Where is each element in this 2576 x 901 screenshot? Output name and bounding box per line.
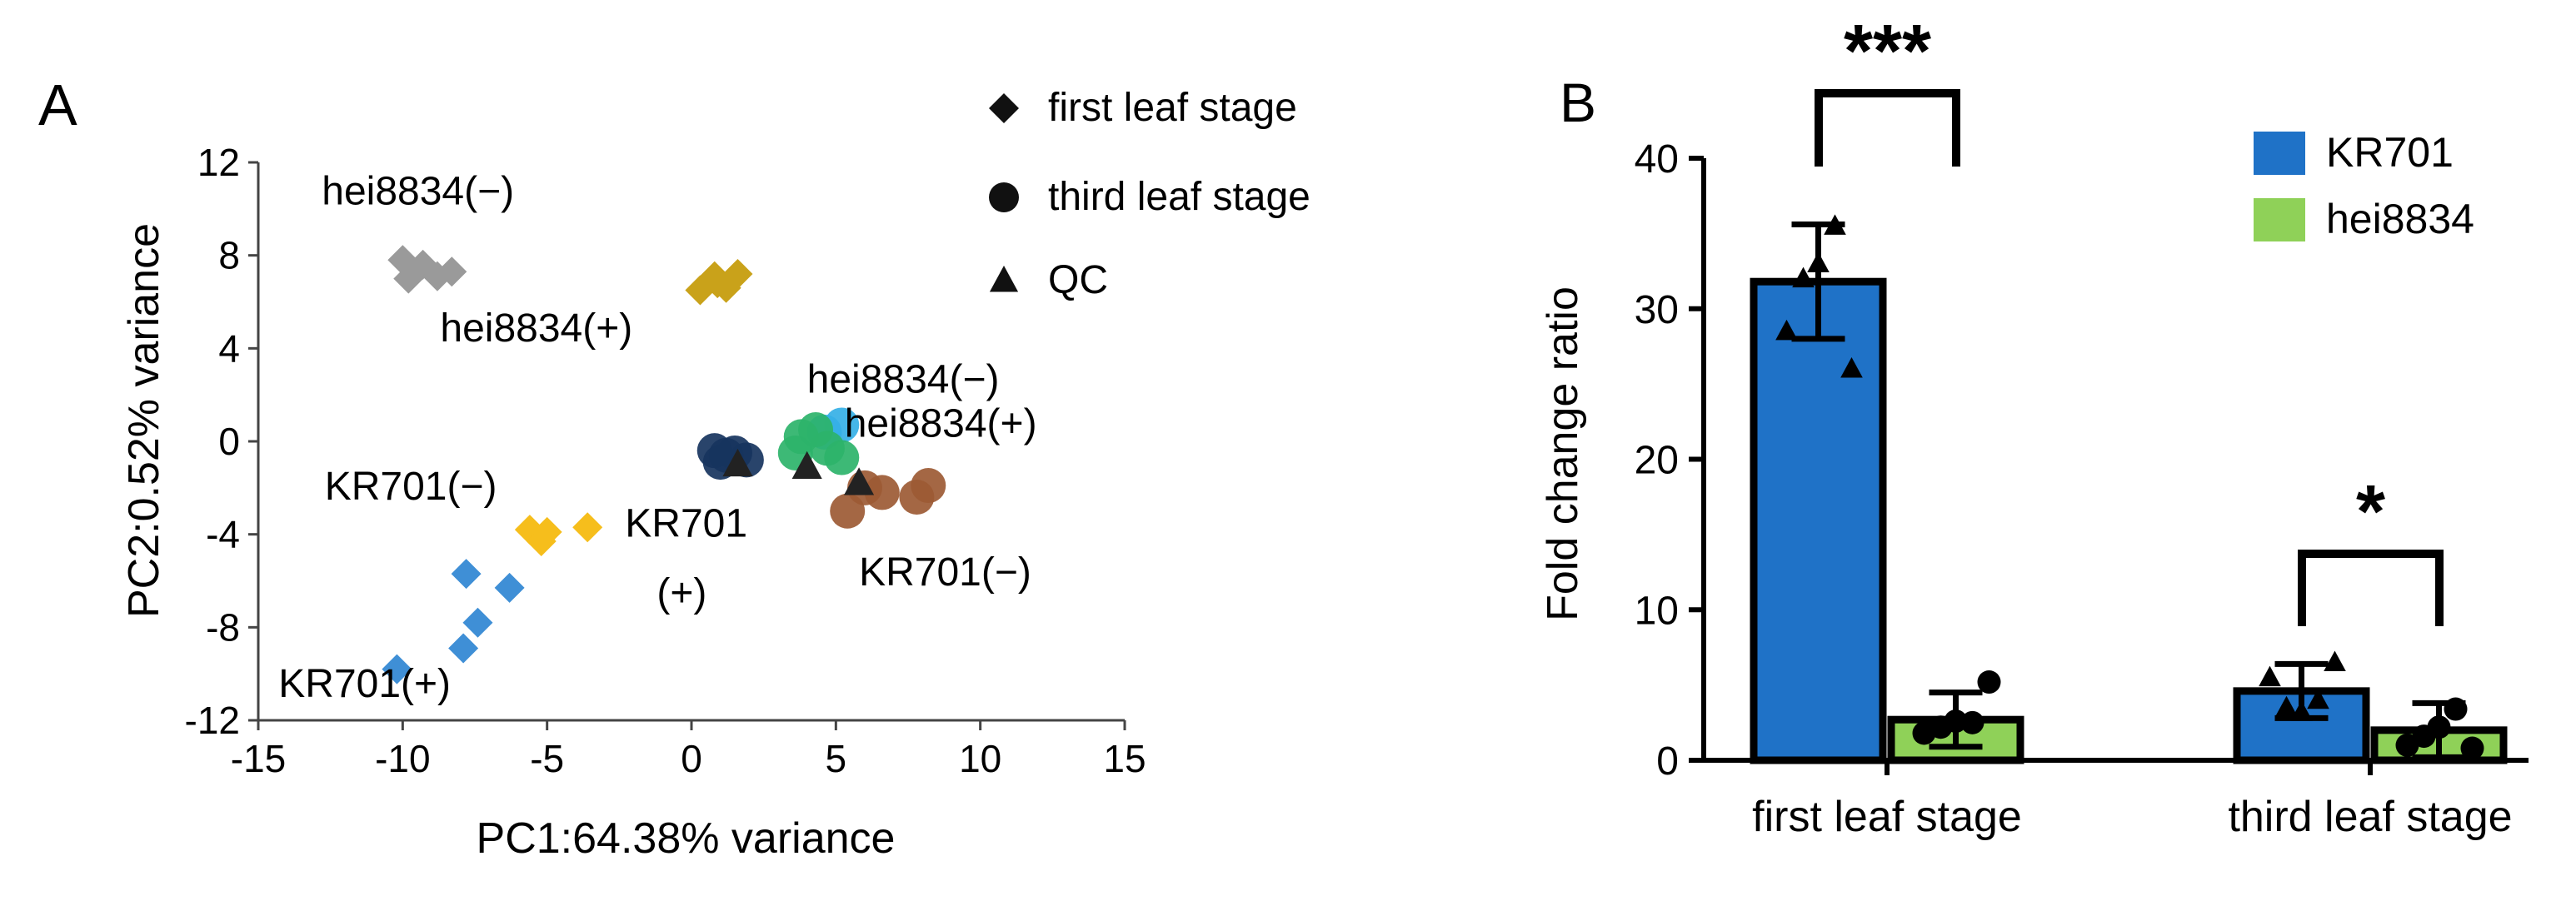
bar-tick-labels: 0 10 20 30 40 first leaf stage third leaf stag…: [1635, 137, 2513, 841]
pca-point: [911, 468, 946, 504]
pca-x-tick-label: -10: [375, 737, 430, 780]
pca-point: [864, 475, 900, 510]
pca-group-label: hei8834(+): [845, 401, 1037, 446]
pca-legend-label: first leaf stage: [1048, 86, 1297, 130]
pca-group-label: (+): [656, 571, 706, 615]
pca-point: [791, 450, 822, 479]
bar-category-label: first leaf stage: [1752, 793, 2022, 841]
bar-y-axis-label: Fold change ratio: [1539, 286, 1587, 621]
pca-legend: first leaf stage third leaf stage QC: [989, 86, 1310, 302]
bar-legend-label: KR701: [2326, 129, 2454, 176]
replicate-point: [2324, 650, 2346, 672]
bar: [2233, 687, 2370, 764]
pca-tick-labels: -15 -10 -5 0 5 10 15 -12 -8 -4 0 4 8 12: [185, 141, 1146, 780]
pca-x-tick-label: 0: [681, 737, 702, 780]
pca-x-tick-label: -5: [530, 737, 564, 780]
pca-legend-label: QC: [1048, 258, 1108, 302]
replicate-point: [2307, 688, 2329, 709]
significance-bracket: [2298, 550, 2444, 626]
pca-point: [382, 654, 412, 684]
pca-point: [462, 607, 493, 638]
pca-point: [437, 256, 467, 287]
pca-group-label: KR701(+): [278, 662, 451, 706]
replicate-point: [2427, 715, 2451, 739]
bar: [1750, 277, 1887, 764]
replicate-point: [1960, 710, 1984, 734]
pca-point: [451, 559, 482, 590]
significance-brackets: ****: [1815, 10, 2444, 626]
pca-y-tick-label: 12: [197, 141, 240, 184]
pca-y-tick-label: -12: [185, 699, 240, 742]
pca-x-tick-label: 5: [826, 737, 847, 780]
pca-legend-marker: [989, 266, 1019, 292]
pca-group-label: KR701: [625, 501, 747, 545]
fold-change-bars: [1750, 214, 2508, 764]
replicate-point: [1775, 319, 1798, 341]
replicate-point: [1824, 214, 1846, 235]
pca-group-label: KR701(−): [859, 550, 1031, 595]
pca-point: [824, 440, 860, 475]
replicate-point: [1807, 251, 1830, 273]
pca-axes: [248, 161, 1126, 730]
pca-x-tick-label: 15: [1103, 737, 1146, 780]
fold-change-bar-panel: B 0 10 20 30 40 first leaf stage third leaf st…: [1539, 10, 2529, 841]
pca-group-label: hei8834(−): [807, 357, 1000, 401]
significance-label: ***: [1844, 10, 1931, 93]
pca-point: [448, 633, 479, 664]
pca-group-label: KR701(−): [325, 465, 497, 509]
bar-y-tick-label: 20: [1635, 439, 1679, 483]
pca-legend-label: third leaf stage: [1048, 175, 1310, 219]
pca-legend-marker: [989, 93, 1019, 123]
pca-x-tick-label: 10: [959, 737, 1001, 780]
pca-group-label: hei8834(−): [322, 169, 514, 213]
pca-point: [532, 516, 562, 547]
replicate-point: [2290, 700, 2313, 721]
pca-legend-marker: [989, 182, 1019, 212]
replicate-point: [1792, 266, 1815, 288]
pca-y-tick-label: 8: [218, 234, 240, 277]
pca-x-axis-label: PC1:64.38% variance: [477, 814, 896, 863]
pca-points: [382, 245, 946, 684]
pca-point: [844, 467, 875, 495]
bar-y-tick-label: 0: [1656, 739, 1679, 784]
panel-label-a: A: [38, 72, 77, 137]
bar-axes: [1689, 156, 2529, 775]
bar-category-label: third leaf stage: [2228, 793, 2512, 841]
pca-x-tick-label: -15: [231, 737, 286, 780]
pca-y-tick-label: 0: [218, 420, 240, 463]
pca-point: [572, 512, 603, 543]
significance-bracket: [1815, 89, 1960, 167]
significance-label: *: [2356, 470, 2385, 554]
pca-point: [494, 572, 525, 603]
pca-point: [393, 263, 424, 294]
replicate-point: [2275, 695, 2298, 717]
replicate-point: [1977, 670, 2001, 694]
bar-y-tick-label: 40: [1635, 137, 1679, 182]
pca-y-tick-label: 4: [218, 326, 240, 370]
pca-group-label: hei8834(+): [440, 306, 632, 351]
replicate-point: [2460, 736, 2484, 760]
pca-point: [722, 259, 753, 289]
panel-label-b: B: [1560, 72, 1596, 133]
bar-legend-label: hei8834: [2326, 196, 2474, 242]
replicate-point: [2259, 665, 2281, 687]
pca-point: [830, 493, 866, 529]
replicate-point: [1840, 357, 1863, 378]
bar-y-tick-label: 10: [1635, 589, 1679, 633]
pca-point: [722, 448, 753, 477]
pca-annotations: hei8834(−)hei8834(+)hei8834(−)hei8834(+)…: [278, 169, 1036, 706]
bar-legend: KR701 hei8834: [2254, 129, 2474, 242]
pca-y-tick-label: -8: [206, 605, 240, 649]
bar-y-tick-label: 30: [1635, 288, 1679, 332]
pca-y-tick-label: -4: [206, 513, 240, 556]
replicate-point: [2444, 697, 2468, 721]
bar-legend-swatch: [2254, 132, 2305, 175]
pca-y-axis-label: PC2:0.52% variance: [120, 223, 168, 618]
bar-legend-swatch: [2254, 198, 2305, 241]
